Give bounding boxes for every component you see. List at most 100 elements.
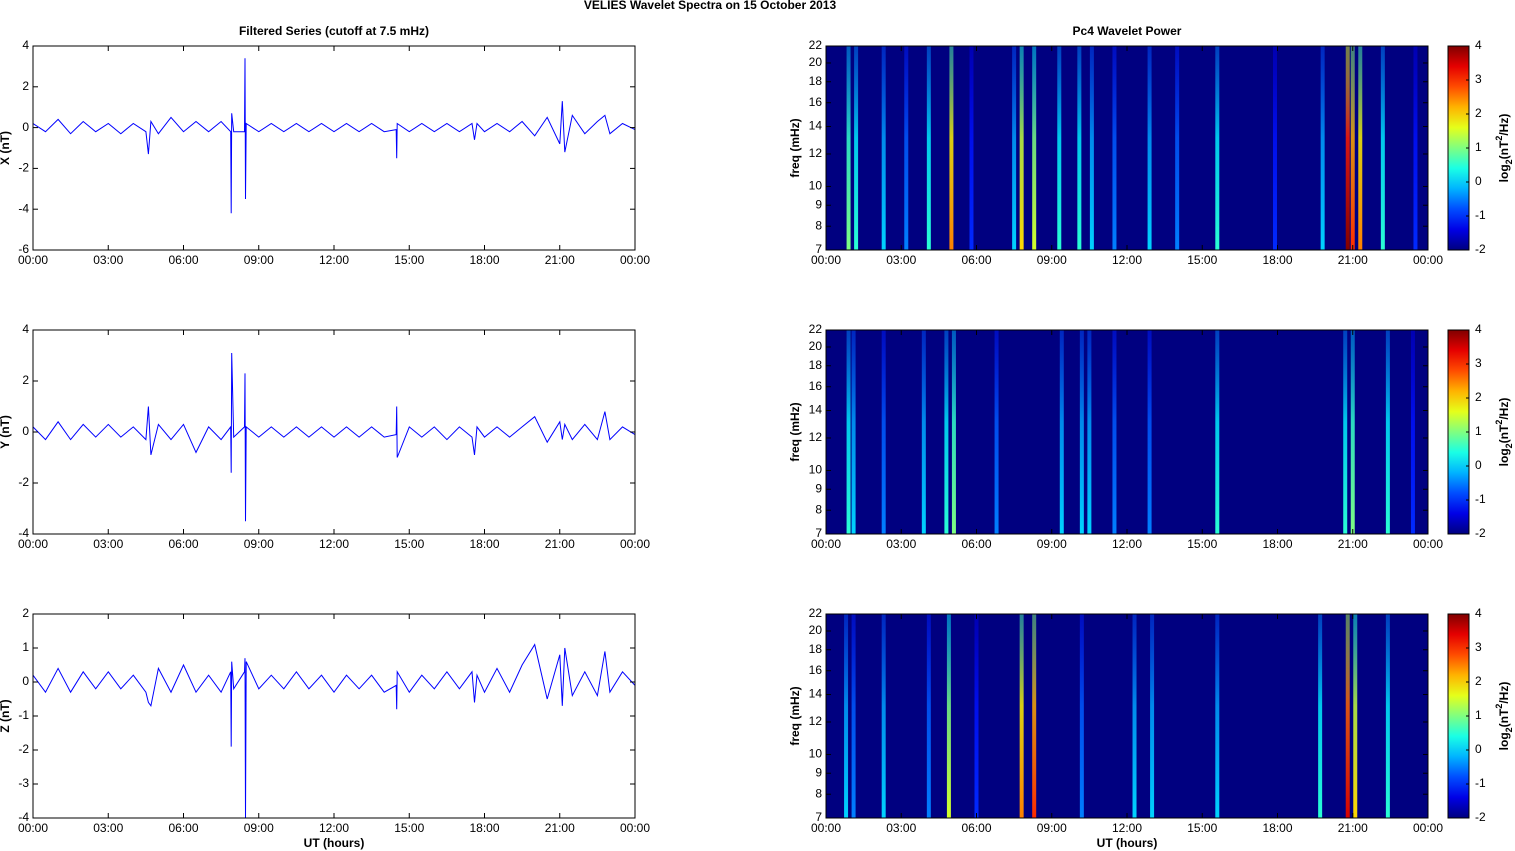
x-tick-label: 06:00 [168,253,198,267]
y-axis-label: Z (nT) [0,699,12,732]
x-tick-label: 03:00 [93,537,123,551]
power-streak [1087,330,1092,534]
y-tick-label: -4 [18,810,29,824]
y-tick-label: 22 [809,606,823,620]
power-streak [1345,614,1350,818]
x-tick-label: 21:00 [1338,253,1368,267]
colorbar-tick-label: 2 [1475,674,1482,688]
colorbar-label-part: log [1497,164,1511,182]
colorbar-label: log2(nT2/Hz) [1494,398,1514,467]
power-streak [1132,614,1137,818]
power-streak [1019,614,1024,818]
colorbar-tick-label: 1 [1475,708,1482,722]
colorbar-tick-label: 1 [1475,140,1482,154]
series-line [33,352,635,522]
x-tick-label: 00:00 [1413,537,1443,551]
colorbar-label: log2(nT2/Hz) [1494,682,1514,751]
y-tick-label: -1 [18,708,29,722]
colorbar-label-part: /Hz) [1497,398,1511,420]
power-streak [851,614,856,818]
axes-title: Filtered Series (cutoff at 7.5 mHz) [239,24,429,38]
power-streak [1350,330,1355,534]
y-tick-label: 22 [809,322,823,336]
x-tick-label: 06:00 [168,537,198,551]
power-streak [926,614,931,818]
y-tick-label: -2 [18,161,29,175]
x-tick-label: 00:00 [1413,821,1443,835]
y-tick-label: 14 [809,403,823,417]
x-tick-label: 03:00 [93,821,123,835]
y-tick-label: 10 [809,463,823,477]
y-tick-label: 2 [22,606,29,620]
colorbar-label-part: (nT [1497,424,1511,443]
spectrogram-background [826,614,1428,818]
colorbar-label-part: log [1497,448,1511,466]
power-streak [854,46,859,250]
power-streak [1089,46,1094,250]
axes-box [32,613,636,819]
y-tick-label: -4 [18,526,29,540]
y-tick-label: 20 [809,55,823,69]
x-tick-label: 12:00 [319,821,349,835]
power-streak [1385,330,1390,534]
y-tick-label: 8 [815,786,822,800]
power-streak [1215,614,1220,818]
power-streak [1410,330,1415,534]
colorbar-tick-label: 3 [1475,640,1482,654]
power-streak [921,330,926,534]
spectrogram-background [826,46,1428,250]
y-tick-label: 7 [815,810,822,824]
power-streak [1147,330,1152,534]
x-axis-label: UT (hours) [304,836,365,850]
colorbar-tick-label: -1 [1475,208,1486,222]
x-tick-label: 06:00 [961,537,991,551]
y-tick-label: 20 [809,339,823,353]
y-tick-label: 2 [22,373,29,387]
x-tick-label: 12:00 [1112,253,1142,267]
y-tick-label: 18 [809,642,823,656]
x-tick-label: 00:00 [18,821,48,835]
x-tick-label: 03:00 [886,253,916,267]
y-tick-label: 7 [815,526,822,540]
x-tick-label: 21:00 [1338,821,1368,835]
power-streak [946,614,951,818]
power-streak [1175,46,1180,250]
axes-title: Pc4 Wavelet Power [1073,24,1182,38]
x-tick-label: 18:00 [1262,537,1292,551]
power-streak [904,46,909,250]
x-tick-label: 00:00 [18,537,48,551]
colorbar-label-part: /Hz) [1497,682,1511,704]
y-axis-label: X (nT) [0,131,12,165]
y-tick-label: 14 [809,119,823,133]
x-tick-label: 15:00 [394,537,424,551]
power-streak [1032,46,1037,250]
power-streak [844,614,849,818]
colorbar-tick-label: 0 [1475,458,1482,472]
power-streak [1059,330,1064,534]
figure-title: VELIES Wavelet Spectra on 15 October 201… [584,0,837,12]
colorbar-tick-label: 1 [1475,424,1482,438]
colorbar-tick-label: 0 [1475,742,1482,756]
colorbar-label-part: /Hz) [1497,114,1511,136]
power-streak [944,330,949,534]
colorbar-tick-label: 4 [1475,606,1482,620]
x-tick-label: 15:00 [1187,821,1217,835]
colorbar-tick-label: 3 [1475,356,1482,370]
x-tick-label: 18:00 [469,253,499,267]
x-tick-label: 06:00 [168,821,198,835]
colorbar-tick-label: 2 [1475,390,1482,404]
colorbar [1447,329,1470,535]
power-streak [1079,614,1084,818]
x-tick-label: 09:00 [1037,821,1067,835]
x-tick-label: 00:00 [811,537,841,551]
colorbar-tick-label: -2 [1475,242,1486,256]
y-tick-label: 9 [815,481,822,495]
colorbar [1447,613,1470,819]
x-tick-label: 00:00 [811,821,841,835]
y-tick-label: 12 [809,430,823,444]
x-tick-label: 03:00 [886,537,916,551]
colorbar-label: log2(nT2/Hz) [1494,114,1514,183]
power-streak [1077,46,1082,250]
y-tick-label: 12 [809,146,823,160]
